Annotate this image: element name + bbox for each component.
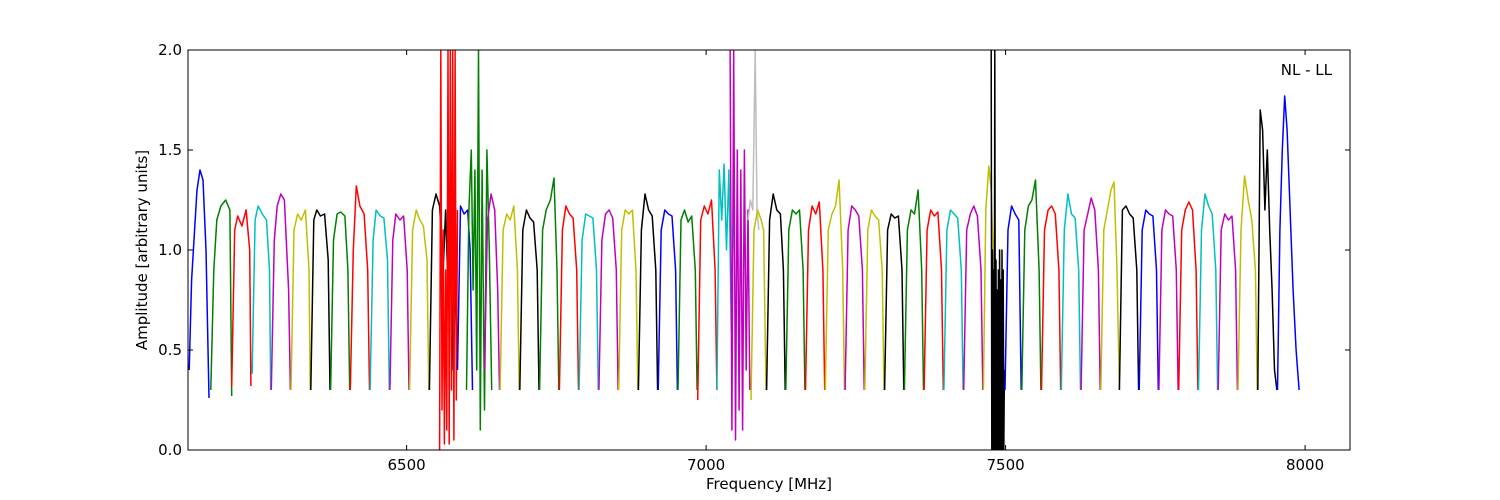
series-line-36 [824, 179, 846, 391]
series-line-14 [438, 50, 459, 450]
series-line-2 [210, 199, 233, 397]
series-line-55 [1177, 201, 1199, 391]
series-line-60 [1276, 95, 1300, 391]
series-line-20 [538, 177, 560, 391]
series-line-18 [499, 205, 520, 391]
series-line-28 [696, 199, 718, 401]
x-axis-ticks: 6500 7000 7500 8000 [388, 50, 1324, 474]
y-tick-label: 0.0 [158, 441, 182, 459]
series-line-19 [519, 209, 540, 391]
series-line-39 [883, 213, 905, 391]
series-line-32 [750, 209, 767, 401]
series-line-58 [1237, 175, 1258, 391]
series-line-42 [943, 209, 964, 391]
x-axis-label: Frequency [MHz] [706, 475, 832, 493]
series-line-41 [923, 209, 945, 391]
series-line-46 [1004, 205, 1022, 391]
series-line-1 [188, 169, 210, 399]
series-line-17 [483, 193, 501, 391]
series-line-10 [369, 209, 391, 391]
x-tick-label: 8000 [1286, 456, 1324, 474]
series-line-22 [578, 213, 600, 391]
series-line-33 [765, 193, 786, 391]
series-line-53 [1138, 209, 1160, 391]
series-line-7 [310, 209, 331, 391]
series-layer [188, 50, 1300, 450]
series-line-24 [617, 209, 639, 391]
series-line-23 [598, 209, 619, 391]
series-line-50 [1080, 197, 1101, 391]
series-line-47 [1021, 179, 1042, 391]
series-line-11 [389, 213, 410, 391]
series-line-27 [677, 209, 698, 391]
series-line-9 [349, 185, 371, 391]
x-tick-label: 7000 [687, 456, 725, 474]
y-axis-ticks: 0.0 0.5 1.0 1.5 2.0 [158, 41, 1350, 459]
series-line-43 [962, 205, 984, 391]
x-tick-label: 6500 [388, 456, 426, 474]
series-line-30 [729, 50, 751, 441]
series-line-59 [1257, 109, 1278, 391]
y-tick-label: 0.5 [158, 341, 182, 359]
series-line-25 [637, 193, 659, 391]
series-line-8 [329, 211, 351, 391]
series-line-52 [1118, 205, 1140, 391]
series-line-37 [844, 205, 865, 391]
series-line-56 [1197, 193, 1219, 391]
series-line-12 [408, 209, 430, 391]
y-tick-label: 1.5 [158, 141, 182, 159]
series-line-5 [270, 193, 292, 391]
series-line-51 [1100, 181, 1121, 391]
series-line-16 [465, 50, 493, 431]
series-line-15 [456, 205, 474, 391]
series-line-38 [864, 209, 885, 391]
series-line-49 [1060, 193, 1082, 391]
series-line-21 [558, 205, 580, 391]
series-line-35 [804, 201, 826, 391]
series-line-26 [657, 209, 679, 391]
y-axis-label: Amplitude [arbitrary units] [133, 150, 151, 350]
series-line-45 [990, 50, 1006, 450]
series-line-57 [1217, 213, 1239, 391]
x-tick-label: 7500 [986, 456, 1024, 474]
series-line-40 [903, 189, 925, 391]
series-line-54 [1158, 209, 1179, 391]
series-line-4 [251, 205, 272, 391]
series-line-48 [1040, 205, 1062, 391]
y-tick-label: 2.0 [158, 41, 182, 59]
series-line-3 [230, 209, 252, 387]
series-line-6 [290, 209, 311, 391]
plot-frame [187, 49, 1351, 451]
series-line-34 [785, 209, 806, 391]
y-tick-label: 1.0 [158, 241, 182, 259]
annotation-nl-ll: NL - LL [1281, 61, 1333, 79]
